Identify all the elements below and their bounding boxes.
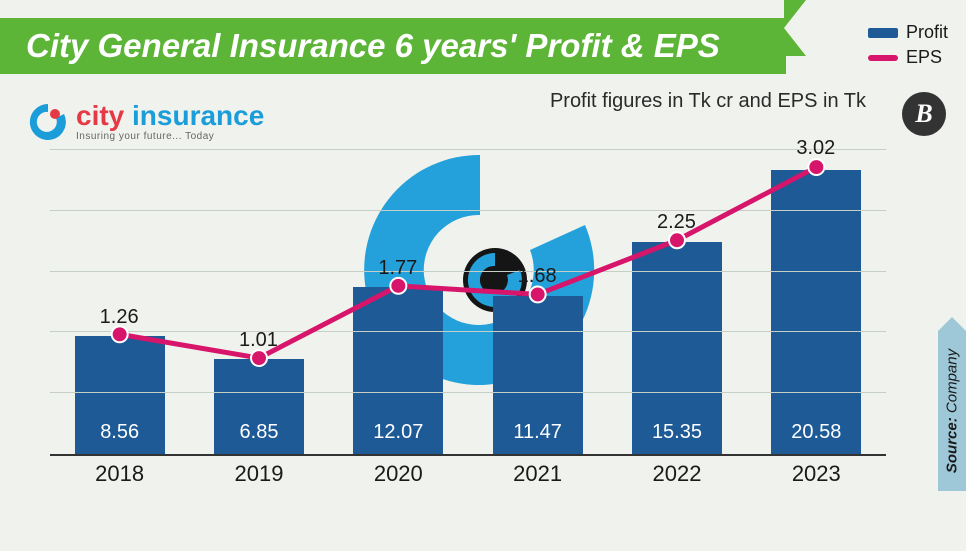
- x-axis-year: 2023: [771, 461, 861, 491]
- gridline: [50, 149, 886, 150]
- legend-label-profit: Profit: [906, 22, 948, 43]
- source-tab: Source: Company: [938, 331, 966, 491]
- source-text: Source: Company: [944, 349, 961, 473]
- eps-value: 2.25: [657, 211, 696, 234]
- profit-value: 11.47: [513, 421, 562, 444]
- profit-value: 15.35: [652, 421, 702, 444]
- x-axis-labels: 2018 2019 2020 2021 2022 2023: [50, 461, 886, 491]
- x-axis-year: 2020: [353, 461, 443, 491]
- chart-subtitle: Profit figures in Tk cr and EPS in Tk: [550, 90, 866, 113]
- bars-container: 8.56 6.85 12.07 11.47 15.35 20.58: [50, 150, 886, 454]
- profit-bar: 8.56: [75, 336, 165, 454]
- bar-slot: 6.85: [214, 150, 304, 454]
- legend-item-profit: Profit: [868, 22, 948, 43]
- header-cut: [784, 0, 806, 56]
- x-axis-year: 2019: [214, 461, 304, 491]
- profit-bar: 15.35: [632, 242, 722, 454]
- legend-item-eps: EPS: [868, 47, 948, 68]
- plot-area: 8.56 6.85 12.07 11.47 15.35 20.58 1.26 1.01 1.7…: [50, 150, 886, 456]
- legend: Profit EPS: [868, 22, 948, 72]
- bar-slot: 20.58: [771, 150, 861, 454]
- eps-value: 3.02: [796, 137, 835, 160]
- legend-swatch-eps: [868, 55, 898, 61]
- logo-text: city insurance Insuring your future... T…: [76, 102, 264, 142]
- profit-bar: 12.07: [353, 287, 443, 454]
- chart-area: 8.56 6.85 12.07 11.47 15.35 20.58 1.26 1.01 1.7…: [50, 150, 886, 491]
- x-axis-year: 2022: [632, 461, 722, 491]
- gridline: [50, 271, 886, 272]
- bar-slot: 11.47: [493, 150, 583, 454]
- publisher-badge: B: [902, 92, 946, 136]
- bar-slot: 12.07: [353, 150, 443, 454]
- eps-value: 1.26: [100, 306, 139, 329]
- logo-city: city: [76, 100, 124, 131]
- logo-main: city insurance: [76, 102, 264, 130]
- bar-slot: 15.35: [632, 150, 722, 454]
- profit-value: 6.85: [240, 421, 279, 444]
- bar-slot: 8.56: [75, 150, 165, 454]
- source-value: Company: [944, 349, 961, 417]
- gridline: [50, 331, 886, 332]
- gridline: [50, 392, 886, 393]
- header-wedge: [801, 18, 851, 74]
- profit-value: 8.56: [100, 421, 139, 444]
- eps-value: 1.01: [239, 329, 278, 352]
- profit-bar: 20.58: [771, 170, 861, 454]
- logo-insurance: insurance: [124, 100, 264, 131]
- source-label: Source:: [944, 417, 961, 473]
- logo-tagline: Insuring your future... Today: [76, 132, 264, 142]
- profit-bar: 6.85: [214, 359, 304, 454]
- profit-bar: 11.47: [493, 296, 583, 454]
- company-logo: city insurance Insuring your future... T…: [26, 100, 264, 144]
- x-axis-year: 2018: [75, 461, 165, 491]
- x-axis-year: 2021: [493, 461, 583, 491]
- gridline: [50, 210, 886, 211]
- legend-swatch-profit: [868, 28, 898, 38]
- eps-value: 1.77: [378, 257, 417, 280]
- profit-value: 12.07: [373, 421, 423, 444]
- profit-value: 20.58: [791, 421, 841, 444]
- legend-label-eps: EPS: [906, 47, 942, 68]
- eps-value: 1.68: [518, 265, 557, 288]
- logo-icon: [26, 100, 70, 144]
- chart-title: City General Insurance 6 years' Profit &…: [26, 27, 720, 65]
